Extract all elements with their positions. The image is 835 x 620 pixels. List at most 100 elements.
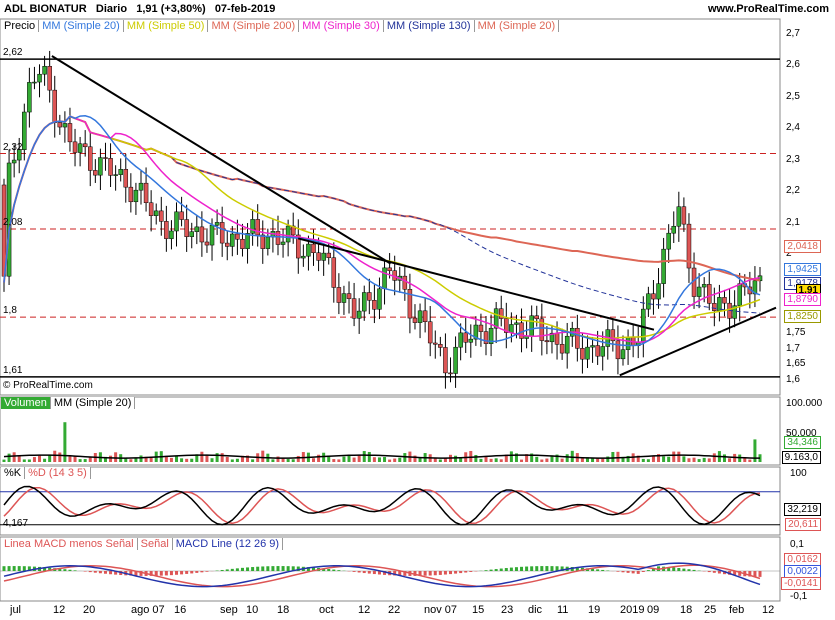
macd-hist-bar — [12, 566, 16, 571]
macd-hist-bar — [230, 568, 234, 571]
macd-hist-bar — [570, 567, 574, 571]
volume-bar — [58, 452, 62, 462]
volume-bar — [672, 451, 676, 462]
macd-hist-bar — [530, 566, 534, 571]
level-label-1: 2,32 — [3, 141, 23, 153]
candle-body — [544, 340, 550, 343]
legend-mm130: MM (Simple 130) — [383, 20, 475, 32]
candle-body — [57, 122, 63, 128]
macd-hist-bar — [7, 566, 11, 571]
volume-axis-tick: 100.000 — [786, 398, 823, 409]
volume-bar — [342, 456, 346, 462]
volume-bar — [68, 456, 72, 462]
volume-bar — [88, 457, 92, 462]
macd-hist-bar — [621, 571, 625, 573]
candle-body — [250, 219, 255, 234]
candle-body — [534, 315, 540, 320]
candle-body — [656, 283, 661, 300]
x-axis-tick: 12 — [53, 604, 66, 616]
volume-bar — [215, 453, 219, 462]
macd-hist-bar — [383, 571, 387, 575]
candle-body — [671, 225, 676, 234]
macd-hist-bar — [271, 566, 275, 571]
legend-d: %D (14 3 5) — [25, 467, 91, 479]
candle-body — [153, 210, 159, 216]
volume-bar — [646, 459, 650, 462]
macd-hist-bar — [266, 566, 270, 571]
stoch-axis-tick: 100 — [790, 468, 807, 479]
macd-hist-bar — [68, 569, 72, 571]
volume-bar — [494, 458, 498, 462]
candle-body — [260, 234, 266, 249]
macd-hist-bar — [545, 566, 549, 571]
volume-bar — [367, 451, 371, 462]
macd-hist-bar — [246, 567, 250, 571]
candle-body — [549, 332, 555, 343]
candle-body — [230, 233, 235, 247]
candle-body — [539, 318, 545, 341]
macd-hist-bar — [636, 571, 640, 574]
candle-body — [554, 332, 560, 345]
volume-bar — [32, 457, 36, 462]
volume-bar — [682, 456, 686, 462]
price-axis-tick: 2,4 — [786, 122, 800, 134]
candle-body — [600, 346, 605, 357]
volume-bar — [251, 459, 255, 462]
macd-hist-bar — [672, 567, 676, 571]
x-axis-tick: 18 — [277, 604, 290, 616]
volume-bar — [43, 458, 47, 462]
volume-bar — [677, 451, 681, 462]
candle-body — [504, 318, 509, 333]
site-link[interactable]: www.ProRealTime.com — [707, 3, 829, 15]
macd-hist-bar — [175, 571, 179, 575]
macd-hist-bar — [560, 566, 564, 571]
volume-bar — [357, 455, 361, 462]
macd-hist-bar — [306, 567, 310, 571]
volume-bar — [225, 456, 229, 462]
candle-body — [676, 206, 682, 227]
x-axis-tick: nov 07 — [424, 604, 458, 616]
volume-bar — [175, 456, 179, 462]
price-tag: 1,8250 — [784, 310, 821, 323]
macd-hist-bar — [413, 571, 417, 576]
macd-hist-bar — [550, 566, 554, 571]
candle-body — [159, 210, 164, 222]
candle-body — [103, 157, 108, 159]
macd-hist-bar — [733, 571, 737, 576]
chart-date: 07-feb-2019 — [214, 3, 276, 15]
macd-hist-bar — [169, 571, 173, 576]
candle-body — [463, 332, 468, 343]
candle-body — [280, 241, 286, 245]
candle-body — [11, 159, 17, 164]
volume-bar — [230, 459, 234, 462]
candle-body — [473, 324, 479, 340]
candle-body — [458, 332, 463, 348]
macd-legend: Linea MACD menos Señal Señal MACD Line (… — [1, 538, 284, 550]
macd-hist-bar — [504, 568, 508, 571]
volume-bar — [271, 459, 275, 462]
x-axis-tick: 23 — [501, 604, 514, 616]
macd-tag: -0,0141 — [781, 577, 821, 590]
volume-bar — [443, 457, 447, 462]
candle-body — [123, 169, 129, 188]
candle-body — [290, 225, 296, 236]
volume-bar — [205, 454, 209, 462]
legend-mm20b: MM (Simple 20) — [474, 20, 560, 32]
macd-line — [3, 562, 761, 588]
candle-body — [732, 305, 737, 319]
volume-bar — [662, 456, 666, 462]
macd-hist-bar — [692, 569, 696, 571]
candle-body — [148, 202, 154, 216]
volume-bar — [403, 453, 407, 462]
candle-body — [498, 308, 504, 319]
candle-body — [529, 315, 534, 337]
candle-body — [356, 310, 362, 319]
volume-bar — [114, 452, 118, 462]
candle-body — [367, 292, 372, 301]
candle-body — [240, 238, 245, 249]
macd-hist-bar — [403, 571, 407, 576]
macd-hist-bar — [159, 571, 163, 576]
macd-hist-bar — [149, 571, 153, 576]
legend-mm20: MM (Simple 20) — [39, 20, 124, 32]
volume-bar — [596, 458, 600, 462]
